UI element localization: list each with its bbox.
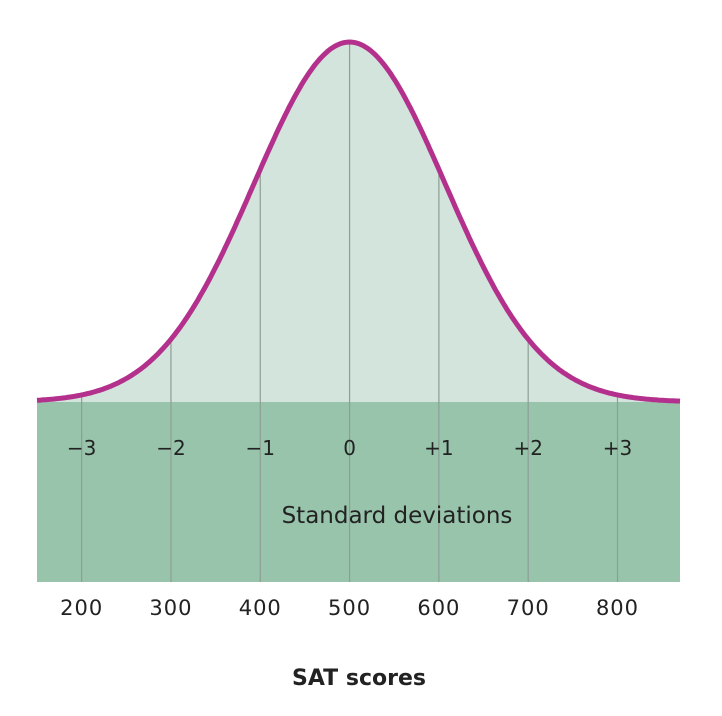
normal-curve <box>36 39 681 404</box>
standard-deviation-band <box>37 402 680 582</box>
score-tick-label: 600 <box>417 596 460 620</box>
sd-tick-label: +2 <box>513 436 542 460</box>
score-tick-label: 300 <box>149 596 192 620</box>
band-label: Standard deviations <box>282 503 513 529</box>
curve-area <box>37 42 680 402</box>
score-tick-label: 800 <box>596 596 639 620</box>
x-axis-label: SAT scores <box>292 666 426 691</box>
score-tick-label: 700 <box>507 596 550 620</box>
score-tick-label: 400 <box>239 596 282 620</box>
sd-tick-label: −1 <box>246 436 275 460</box>
sd-tick-label: +1 <box>424 436 453 460</box>
sd-tick-label: −2 <box>156 436 185 460</box>
score-tick-label: 200 <box>60 596 103 620</box>
sd-tick-label: +3 <box>603 436 632 460</box>
score-tick-label: 500 <box>328 596 371 620</box>
sd-tick-label: −3 <box>67 436 96 460</box>
sd-tick-label: 0 <box>343 436 356 460</box>
